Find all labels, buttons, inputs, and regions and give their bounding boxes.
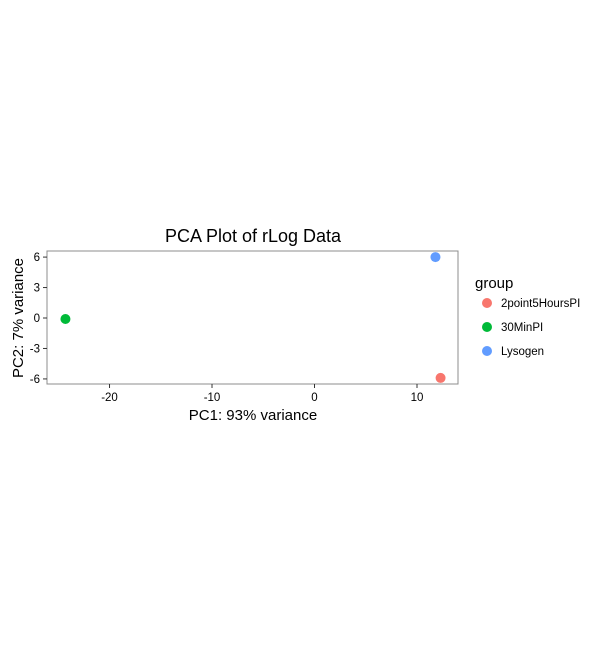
y-axis: 6 3 0 -3 -6 (30, 252, 47, 386)
data-point (60, 314, 71, 325)
plot-panel (46, 250, 459, 385)
y-tick-label: 0 (34, 313, 40, 325)
x-tick-label: 0 (311, 392, 317, 404)
y-axis-label: PC2: 7% variance (10, 258, 27, 378)
y-tick-label: -3 (30, 343, 40, 355)
legend-title: group (475, 275, 513, 292)
legend: group 2point5HoursPI 30MinPI Lysogen (475, 275, 580, 358)
data-points (60, 252, 446, 383)
legend-key (482, 346, 492, 356)
x-tick-label: -20 (101, 392, 118, 404)
legend-label: 30MinPI (501, 322, 543, 334)
legend-label: Lysogen (501, 346, 544, 358)
y-tick-label: 3 (34, 283, 40, 295)
chart-title: PCA Plot of rLog Data (165, 226, 342, 246)
x-tick-label: 10 (411, 392, 424, 404)
legend-entries: 2point5HoursPI 30MinPI Lysogen (482, 298, 580, 358)
x-tick-label: -10 (204, 392, 221, 404)
data-point (435, 372, 446, 383)
legend-key (482, 322, 492, 332)
legend-label: 2point5HoursPI (501, 298, 580, 310)
x-axis-label: PC1: 93% variance (189, 407, 317, 424)
y-tick-label: -6 (30, 374, 40, 386)
data-point (430, 252, 441, 263)
y-tick-label: 6 (34, 252, 40, 264)
legend-key (482, 298, 492, 308)
x-axis: -20 -10 0 10 (101, 384, 423, 404)
